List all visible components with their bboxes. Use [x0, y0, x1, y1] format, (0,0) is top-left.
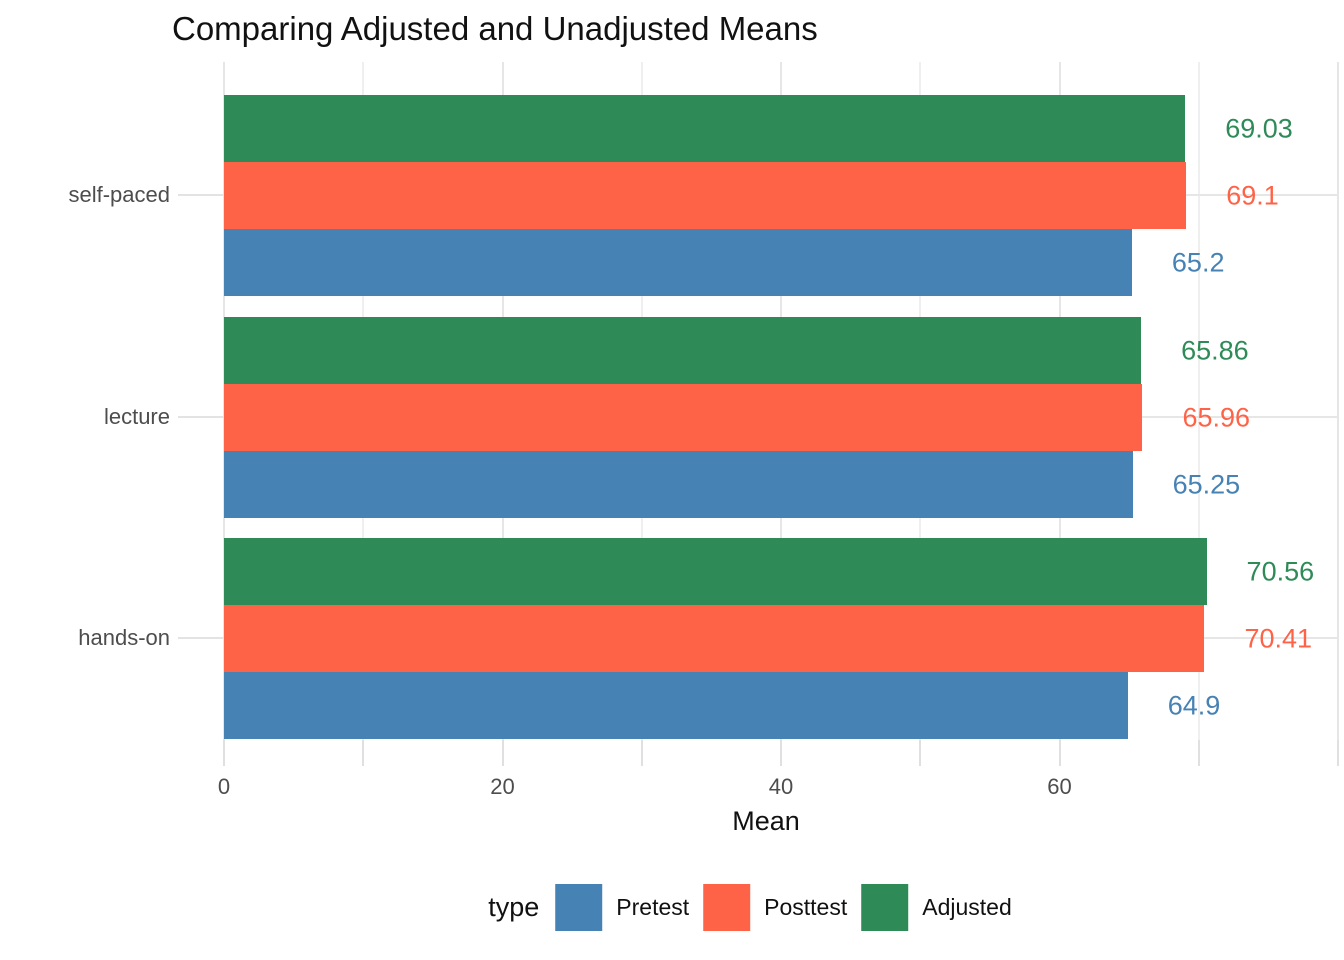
- x-axis-tick: [1197, 740, 1200, 766]
- legend-label: Adjusted: [922, 894, 1012, 920]
- legend-item-adjusted: Adjusted: [861, 884, 1012, 931]
- x-axis-tick-label: 40: [768, 774, 794, 799]
- chart-title: Comparing Adjusted and Unadjusted Means: [172, 10, 818, 47]
- x-axis-tick: [501, 740, 504, 766]
- bar-posttest-hands-on: [224, 605, 1205, 672]
- bar-value-label: 65.96: [1182, 402, 1251, 432]
- x-axis-tick-label: 60: [1047, 774, 1072, 799]
- bar-posttest-lecture: [224, 384, 1143, 451]
- bar-posttest-self-paced: [224, 162, 1187, 229]
- x-axis-title: Mean: [732, 806, 800, 836]
- x-axis-tick: [780, 740, 782, 766]
- y-axis-category-label: hands-on: [78, 625, 170, 650]
- legend-swatch-posttest: [703, 884, 751, 931]
- bar-pretest-hands-on: [224, 672, 1128, 739]
- legend-title: type: [488, 892, 540, 922]
- bar-pretest-lecture: [224, 451, 1133, 518]
- legend: type Pretest Posttest Adjusted: [488, 884, 1012, 931]
- x-axis-tick-label: 0: [217, 774, 231, 799]
- bar-value-label: 69.1: [1226, 180, 1279, 210]
- x-axis-tick: [1058, 740, 1061, 766]
- gridline-minor: [1197, 62, 1200, 740]
- bar-value-label: 69.03: [1225, 113, 1293, 143]
- x-axis-tick: [223, 740, 225, 766]
- bar-value-label: 65.86: [1181, 335, 1249, 365]
- x-axis-tick: [362, 740, 365, 766]
- bar-pretest-self-paced: [224, 229, 1132, 296]
- y-axis-category-label: lecture: [103, 404, 170, 429]
- bar-value-label: 64.9: [1167, 690, 1221, 720]
- legend-swatch-pretest: [555, 884, 603, 931]
- y-axis-tick: [178, 416, 224, 418]
- legend-label: Posttest: [764, 894, 848, 920]
- y-axis-tick: [178, 194, 224, 196]
- x-axis-tick: [919, 740, 922, 766]
- bar-adjusted-self-paced: [224, 95, 1186, 162]
- x-axis-tick-label: 20: [490, 774, 515, 799]
- y-axis-tick: [178, 637, 224, 639]
- bar-adjusted-lecture: [224, 317, 1142, 384]
- bar-value-label: 65.2: [1171, 247, 1225, 277]
- bar-adjusted-hands-on: [224, 538, 1207, 605]
- x-axis-tick: [1337, 740, 1339, 766]
- y-axis-category-label: self-paced: [68, 182, 170, 207]
- gridline-major: [1337, 62, 1339, 740]
- bar-value-label: 70.56: [1246, 556, 1315, 586]
- bar-value-label: 70.41: [1244, 623, 1313, 653]
- bar-value-label: 65.25: [1172, 469, 1241, 499]
- x-axis-tick: [640, 740, 643, 766]
- legend-label: Pretest: [616, 894, 690, 920]
- legend-item-posttest: Posttest: [703, 884, 847, 931]
- legend-item-pretest: Pretest: [555, 884, 689, 931]
- legend-swatch-adjusted: [861, 884, 909, 931]
